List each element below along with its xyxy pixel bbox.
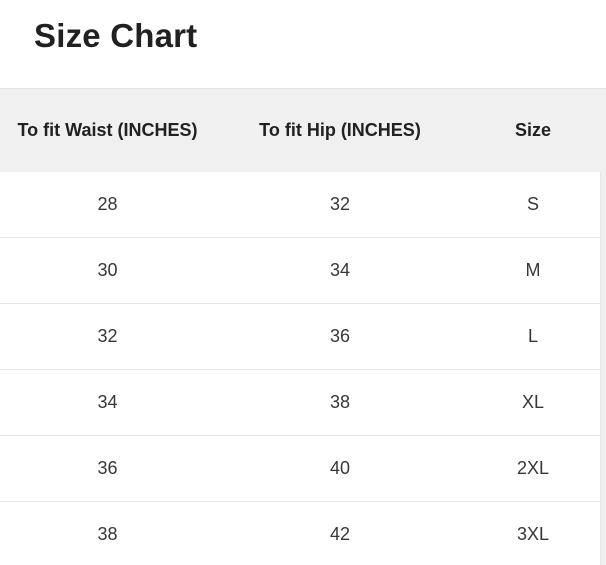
cell-waist: 34: [97, 392, 118, 412]
cell-size: M: [525, 260, 541, 280]
size-chart-table: To fit Waist (INCHES) To fit Hip (INCHES…: [0, 88, 606, 565]
table-row: 28 32 S: [0, 172, 600, 238]
cell-hip: 42: [329, 524, 351, 544]
cell-waist: 32: [97, 326, 118, 346]
cell-size: S: [526, 194, 539, 214]
cell-hip: 36: [329, 326, 351, 346]
cell-hip: 32: [329, 194, 351, 214]
cell-waist: 36: [97, 458, 118, 478]
scrollbar-track[interactable]: [601, 172, 606, 565]
cell-size: XL: [521, 392, 545, 412]
column-header-hip: To fit Hip (INCHES): [259, 120, 421, 140]
table-row: 34 38 XL: [0, 370, 600, 436]
table-body[interactable]: 28 32 S 30 34 M 32 36 L 34 38 XL: [0, 172, 606, 565]
cell-hip: 40: [329, 458, 351, 478]
column-header-waist: To fit Waist (INCHES): [17, 120, 198, 140]
cell-hip: 34: [329, 260, 351, 280]
table-header-row: To fit Waist (INCHES) To fit Hip (INCHES…: [0, 88, 606, 172]
title-bar: Size Chart: [0, 0, 606, 88]
cell-hip: 38: [329, 392, 351, 412]
column-header-size: Size: [514, 120, 552, 140]
cell-waist: 30: [97, 260, 118, 280]
cell-size: L: [527, 326, 538, 346]
page-title: Size Chart: [34, 17, 198, 54]
table-row: 30 34 M: [0, 238, 600, 304]
cell-waist: 38: [97, 524, 118, 544]
cell-size: 3XL: [516, 524, 550, 544]
table-rows: 28 32 S 30 34 M 32 36 L 34 38 XL: [0, 172, 601, 565]
cell-size: 2XL: [516, 458, 550, 478]
table-row: 32 36 L: [0, 304, 600, 370]
table-row: 36 40 2XL: [0, 436, 600, 502]
table-row: 38 42 3XL: [0, 502, 600, 565]
cell-waist: 28: [97, 194, 118, 214]
